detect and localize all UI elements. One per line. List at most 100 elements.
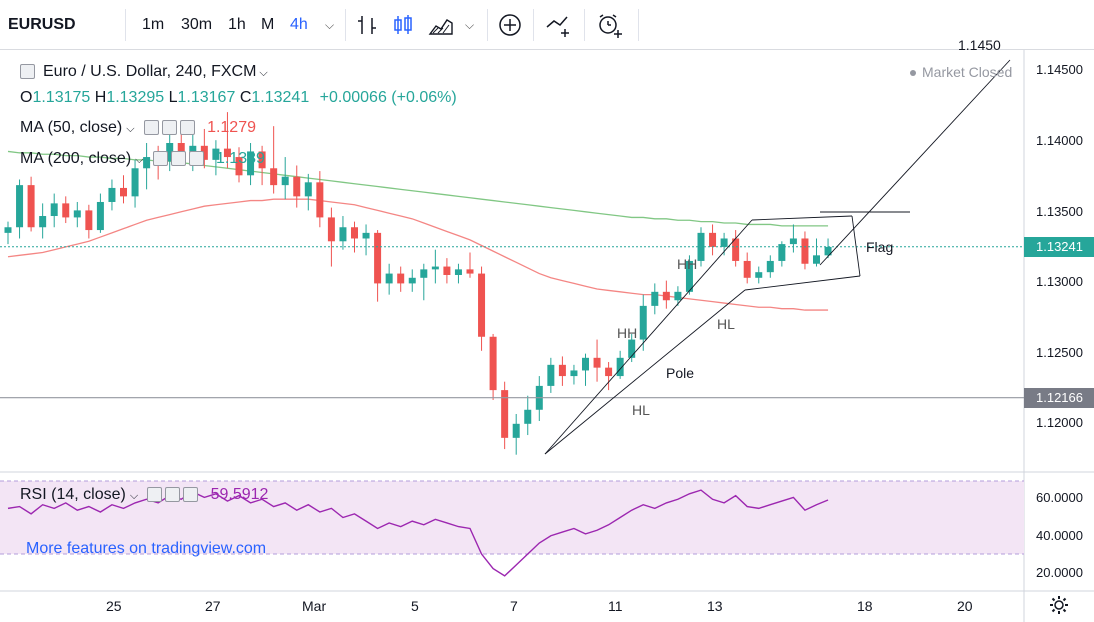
toolbar-separator [487, 9, 488, 41]
settings-icon[interactable] [161, 120, 177, 136]
collapse-icon[interactable] [20, 64, 35, 80]
candle-body [674, 291, 682, 301]
candle-body [39, 216, 47, 228]
interval-1h[interactable]: 1h [228, 16, 246, 33]
status-dot-icon [910, 70, 916, 77]
flag-lower-line[interactable] [744, 275, 861, 291]
candle-body [397, 273, 405, 284]
last-price-badge: 1.13241 [1024, 237, 1094, 257]
candle-body [524, 409, 532, 424]
candle-body [570, 370, 578, 377]
candle-body [327, 217, 335, 242]
open-label: O [20, 89, 33, 106]
promo-link[interactable]: More features on tradingview.com [26, 540, 267, 557]
candle-body [454, 269, 462, 275]
time-tick: 11 [608, 598, 623, 614]
target-label: 1.1450 [958, 37, 1001, 53]
chevron-down-icon[interactable]: ⌵ [259, 67, 268, 79]
candle-body [120, 187, 127, 197]
candle-body [131, 168, 139, 197]
pole-channel-upper[interactable] [544, 219, 753, 455]
close-icon[interactable] [183, 487, 199, 503]
top-toolbar: EURUSD 1m 30m 1h M 4h ⌵ ⌵ [0, 0, 1094, 50]
candle-body [258, 151, 266, 169]
eye-icon[interactable] [147, 487, 163, 503]
chevron-down-icon[interactable]: ⌵ [465, 18, 475, 32]
settings-gear-icon[interactable] [1049, 595, 1069, 615]
candle-body [813, 255, 820, 264]
chevron-down-icon[interactable]: ⌵ [129, 490, 139, 502]
settings-icon[interactable] [170, 151, 186, 167]
interval-30m[interactable]: 30m [181, 16, 213, 33]
candle-body [743, 260, 751, 278]
legend-title-row: Euro / U.S. Dollar, 240, FXCM ⌵ [20, 63, 268, 81]
rsi-row[interactable]: RSI (14, close) ⌵ 59.5912 [20, 486, 268, 504]
candle-body [223, 148, 231, 158]
pole-label: Pole [666, 365, 695, 381]
time-tick: 25 [106, 598, 122, 614]
ma200-row[interactable]: MA (200, close) ⌵ 1.1339 [20, 150, 265, 168]
candle-body [801, 238, 809, 264]
alarm-icon[interactable] [596, 12, 624, 40]
candle-body [200, 145, 208, 160]
close-value: 1.13241 [251, 89, 310, 106]
candle-body [824, 246, 832, 256]
market-status: Market Closed [910, 64, 1012, 80]
ma50-value: 1.1279 [207, 119, 256, 136]
chevron-down-icon[interactable]: ⌵ [135, 154, 144, 166]
candle-body [351, 227, 358, 239]
pole-channel-lower[interactable] [544, 289, 746, 455]
open-value: 1.13175 [32, 89, 91, 106]
candle-body [755, 272, 763, 278]
time-tick: 7 [510, 598, 518, 614]
close-icon[interactable] [188, 151, 204, 167]
eye-icon[interactable] [143, 120, 159, 136]
ma50-line [7, 198, 829, 311]
candle-body [766, 260, 774, 273]
high-value: 1.13295 [106, 89, 165, 106]
toolbar-separator [638, 9, 639, 41]
rsi-tick: 20.0000 [1036, 565, 1083, 580]
chevron-down-icon[interactable]: ⌵ [126, 123, 135, 135]
candle-body [443, 266, 451, 275]
candle-body [420, 269, 428, 278]
interval-4h[interactable]: 4h [290, 16, 308, 33]
settings-icon[interactable] [165, 487, 181, 503]
candle-body [605, 367, 613, 377]
candle-body [374, 232, 382, 284]
candle-body [212, 148, 220, 160]
candle-body [720, 238, 728, 247]
add-indicator-icon[interactable] [498, 13, 522, 37]
flag-upper-line[interactable] [751, 215, 853, 221]
compare-icon[interactable] [545, 13, 575, 39]
candle-body [478, 273, 486, 337]
candle-body [789, 238, 797, 245]
interval-m[interactable]: M [261, 16, 275, 33]
rsi-line [7, 489, 829, 577]
candle-body [501, 390, 509, 438]
candle-body [685, 260, 693, 292]
area-chart-icon[interactable] [428, 14, 454, 36]
candle-body [62, 203, 70, 218]
time-tick: 13 [707, 598, 723, 614]
interval-1m[interactable]: 1m [142, 16, 165, 33]
candle-body [96, 201, 104, 231]
candle-body [304, 182, 312, 197]
ma50-row[interactable]: MA (50, close) ⌵ 1.1279 [20, 119, 256, 137]
bar-chart-icon[interactable] [356, 14, 378, 36]
eye-icon[interactable] [152, 151, 168, 167]
ohlc-row: O1.13175 H1.13295 L1.13167 C1.13241 +0.0… [20, 89, 457, 107]
chevron-down-icon[interactable]: ⌵ [325, 18, 335, 32]
symbol-search[interactable]: EURUSD [8, 16, 76, 33]
rsi-label: RSI (14, close) [20, 486, 126, 503]
target-projection-line[interactable] [819, 59, 1011, 266]
close-icon[interactable] [179, 120, 195, 136]
drawings[interactable] [0, 59, 1024, 455]
time-tick: 27 [205, 598, 221, 614]
horizontal-line-badge: 1.12166 [1024, 388, 1094, 408]
candles-icon[interactable] [392, 14, 414, 36]
flag-right-edge[interactable] [851, 215, 861, 277]
ma200-value: 1.1339 [215, 150, 265, 167]
candle-body [316, 182, 324, 218]
toolbar-separator [584, 9, 585, 41]
